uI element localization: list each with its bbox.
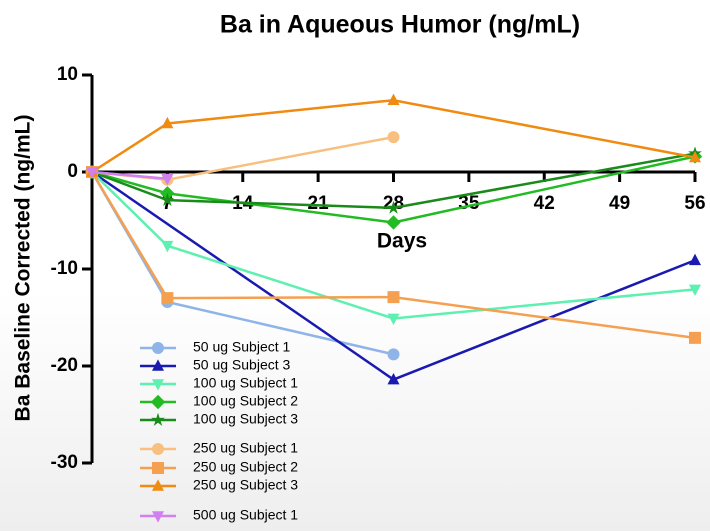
data-point — [387, 93, 400, 106]
series-line — [91, 152, 696, 210]
x-tick-label: 49 — [609, 193, 630, 214]
x-tick-label: 35 — [458, 193, 480, 214]
x-tick-label: 56 — [684, 193, 705, 214]
x-tick-label: 7 — [162, 193, 173, 214]
x-tick-label: 21 — [308, 193, 330, 214]
y-tick-label: -20 — [51, 355, 78, 376]
data-point — [161, 173, 174, 186]
data-point — [689, 284, 701, 296]
data-point — [387, 313, 400, 326]
series — [84, 149, 703, 230]
data-point — [387, 348, 400, 361]
series-line — [90, 171, 696, 340]
series-line — [91, 170, 168, 181]
y-tick-label: -10 — [51, 258, 78, 279]
legend-marker — [152, 462, 164, 474]
y-axis-label: Ba Baseline Corrected (ng/mL) — [12, 115, 35, 422]
legend-label: 100 ug Subject 1 — [193, 375, 298, 391]
data-point — [689, 331, 701, 344]
legend-label: 500 ug Subject 1 — [193, 507, 298, 523]
series — [86, 167, 174, 186]
legend-label: 50 ug Subject 1 — [193, 339, 291, 355]
data-point — [387, 291, 400, 304]
legend-label: 100 ug Subject 2 — [193, 393, 298, 409]
data-point — [386, 200, 401, 214]
legend-marker — [152, 443, 164, 455]
legend-marker — [152, 342, 164, 354]
legend-marker — [151, 412, 165, 426]
y-tick-label: 0 — [67, 161, 78, 182]
data-point — [689, 253, 701, 266]
data-point — [387, 372, 400, 385]
data-point — [161, 116, 174, 129]
legend-label: 100 ug Subject 3 — [193, 411, 298, 427]
series-line — [91, 171, 696, 320]
legend-label: 50 ug Subject 3 — [193, 357, 291, 373]
series-line — [91, 155, 696, 224]
data-point — [161, 240, 174, 253]
data-point — [86, 167, 98, 179]
legend-marker — [150, 394, 166, 410]
legend-label: 250 ug Subject 1 — [193, 440, 298, 456]
y-tick-label: -30 — [51, 452, 78, 473]
legend-marker — [152, 479, 164, 491]
x-axis-label: Days — [377, 230, 427, 253]
legend-label: 250 ug Subject 3 — [193, 477, 298, 493]
x-tick-label: 42 — [534, 193, 555, 214]
legend-marker — [152, 379, 164, 391]
data-point — [689, 150, 701, 163]
series-line — [91, 98, 696, 174]
chart-title: Ba in Aqueous Humor (ng/mL) — [220, 11, 580, 39]
legend-marker — [152, 511, 164, 523]
data-point — [160, 192, 175, 206]
data-point — [386, 215, 401, 230]
y-tick-label: 10 — [57, 64, 78, 85]
legend-label: 250 ug Subject 2 — [193, 459, 298, 475]
data-point — [387, 131, 400, 144]
legend-marker — [152, 359, 164, 371]
data-point — [161, 292, 174, 305]
